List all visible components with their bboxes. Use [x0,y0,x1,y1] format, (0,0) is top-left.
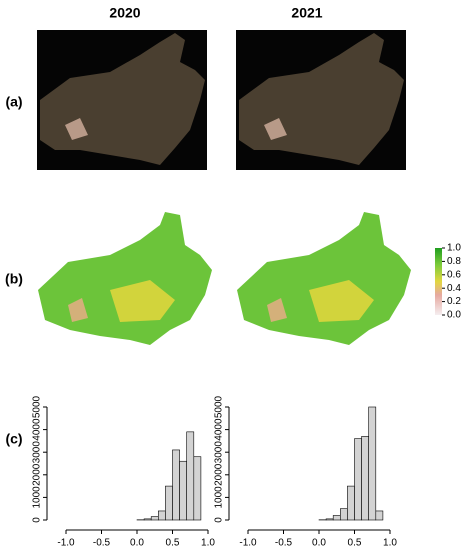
histogram-bar [150,516,159,521]
y-tick-label: 2000 [214,463,225,486]
histogram-bar [186,431,195,521]
histogram-bar [179,460,188,521]
y-tick-label: 1000 [32,486,43,509]
x-tick-label: 1.0 [383,538,397,549]
y-tick-label: 2000 [32,463,43,486]
ndvi-map [237,212,411,345]
histogram-bar [158,510,166,521]
satellite-image [37,30,207,170]
y-tick-label: 4000 [32,418,43,441]
x-tick-label: -0.5 [275,538,293,549]
y-tick-label: 3000 [214,441,225,464]
x-tick-label: 0.5 [348,538,362,549]
histogram-bar [193,456,202,521]
x-tick-label: 0.5 [166,538,180,549]
colorbar-label: 0.2 [447,296,461,307]
ndvi-map [38,212,212,345]
colorbar [435,248,442,315]
y-tick-label: 0 [214,517,225,523]
x-tick-label: -1.0 [239,538,257,549]
histogram-bar [165,485,173,521]
x-tick-label: -1.0 [57,538,75,549]
colorbar-label: 0.0 [447,310,461,321]
x-tick-label: -0.5 [93,538,111,549]
histogram-bar [143,518,152,521]
y-tick-label: 1000 [214,486,225,509]
histogram-bar [361,436,370,521]
y-tick-label: 3000 [32,441,43,464]
y-tick-label: 0 [32,517,43,523]
histogram-bar [325,518,334,521]
histogram-bar [339,508,348,521]
y-tick-label: 4000 [214,418,225,441]
histogram-bar [332,515,341,521]
histogram-bar [375,510,384,521]
row-label: (a) [5,94,22,110]
colorbar-label: 0.4 [447,283,461,294]
column-header: 2021 [291,5,322,21]
x-tick-label: 0.0 [312,538,326,549]
y-tick-label: 5000 [32,395,43,418]
histogram-bar [368,406,377,521]
colorbar-label: 0.6 [447,269,461,280]
histogram-bar [347,485,355,521]
x-tick-label: 0.0 [130,538,144,549]
column-header: 2020 [109,5,140,21]
colorbar-label: 1.0 [447,243,461,254]
satellite-image [236,30,406,170]
row-label: (b) [5,271,23,287]
histogram-bar [354,438,362,521]
histogram-bar [172,449,180,521]
x-tick-label: 1.0 [201,538,215,549]
row-label: (c) [5,431,22,447]
y-tick-label: 5000 [214,395,225,418]
colorbar-label: 0.8 [447,256,461,267]
